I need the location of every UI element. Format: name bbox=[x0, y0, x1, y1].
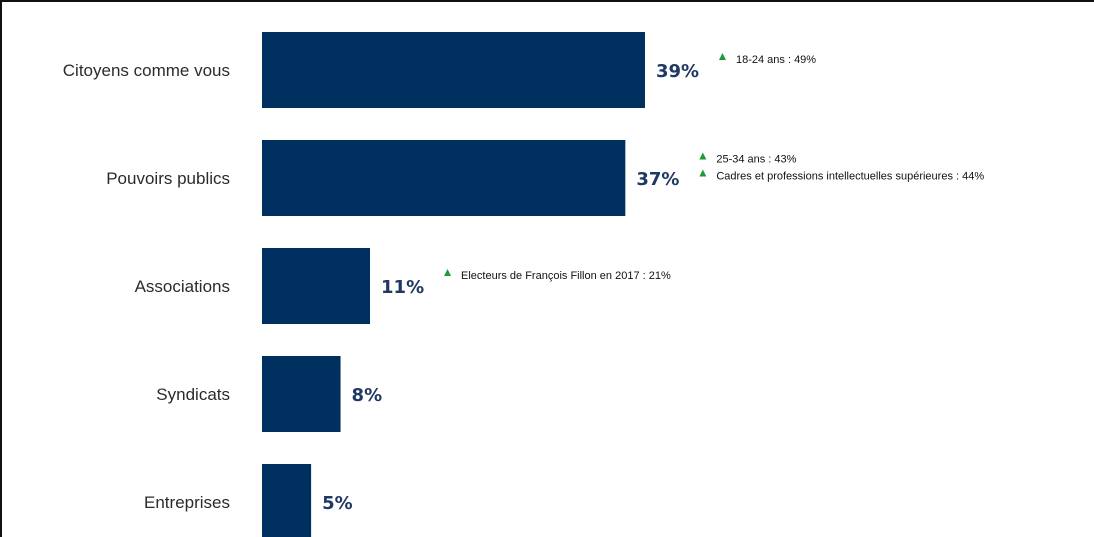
annotation-text: 18-24 ans : 49% bbox=[736, 54, 816, 66]
bar bbox=[262, 32, 645, 108]
bar bbox=[262, 356, 341, 432]
annotation-text: 25-34 ans : 43% bbox=[716, 154, 796, 166]
value-label: 39% bbox=[656, 61, 699, 82]
category-label: Associations bbox=[135, 277, 230, 296]
annotation-text: Cadres et professions intellectuelles su… bbox=[716, 171, 984, 183]
category-label: Citoyens comme vous bbox=[63, 61, 230, 80]
category-label: Entreprises bbox=[144, 493, 230, 512]
annotation-text: Electeurs de François Fillon en 2017 : 2… bbox=[461, 270, 671, 282]
up-triangle-icon bbox=[718, 53, 726, 60]
value-label: 8% bbox=[352, 385, 383, 406]
bar bbox=[262, 248, 371, 324]
up-triangle-icon bbox=[699, 169, 707, 177]
up-triangle-icon bbox=[699, 152, 707, 160]
bar bbox=[262, 140, 626, 216]
bar bbox=[262, 464, 312, 537]
category-label: Syndicats bbox=[156, 385, 230, 404]
category-label: Pouvoirs publics bbox=[106, 169, 230, 188]
value-label: 5% bbox=[322, 493, 353, 514]
up-triangle-icon bbox=[444, 269, 452, 276]
value-label: 11% bbox=[381, 277, 424, 298]
value-label: 37% bbox=[636, 169, 679, 190]
